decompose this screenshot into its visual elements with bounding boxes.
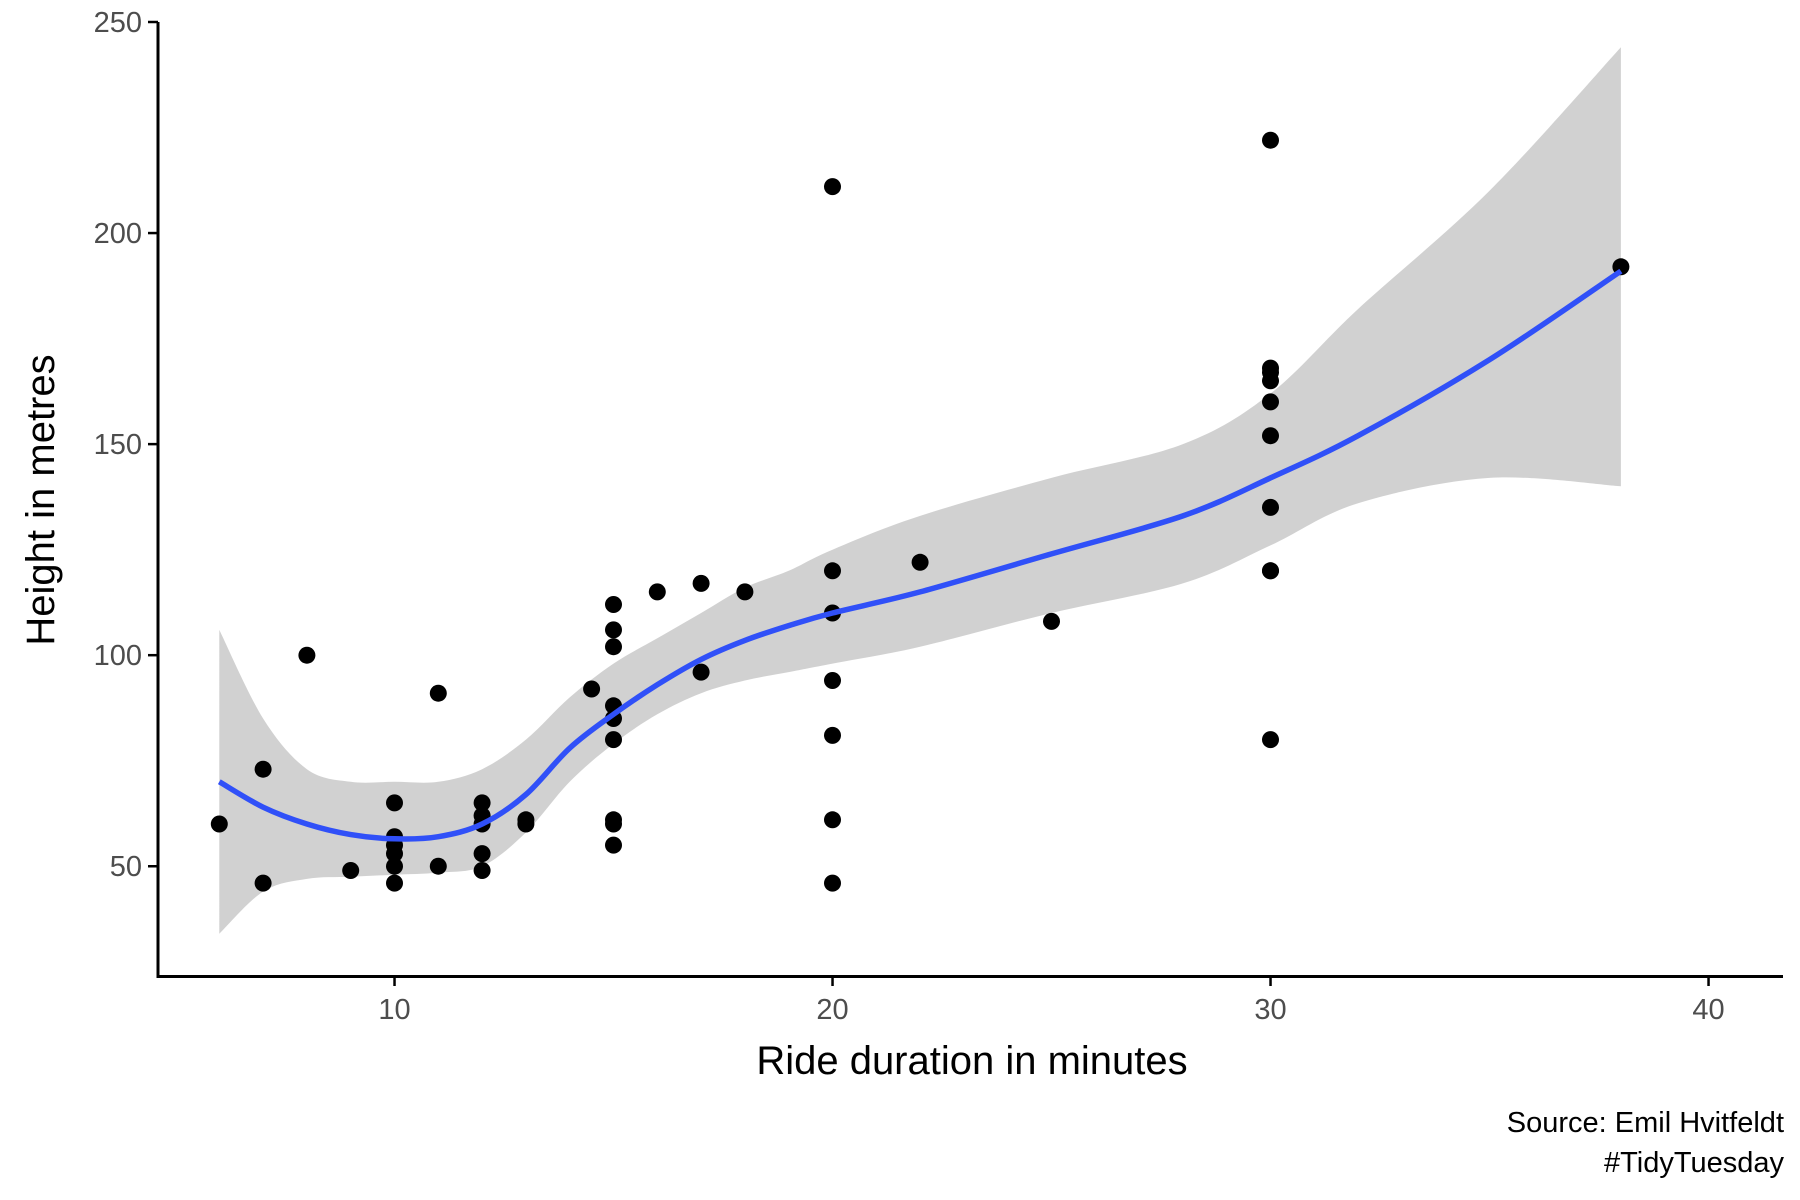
- data-point-42: [1043, 612, 1060, 630]
- y-tick-label-250: 250: [94, 7, 142, 39]
- data-points: [210, 131, 1630, 892]
- x-tick-label-20: 20: [816, 994, 848, 1026]
- data-point-28: [605, 815, 622, 833]
- data-point-41: [911, 553, 929, 571]
- smooth-trend-line: [217, 268, 1623, 842]
- data-point-12: [429, 857, 447, 875]
- x-tick-label-30: 30: [1254, 994, 1286, 1026]
- data-point-38: [824, 726, 841, 744]
- data-point-51: [1262, 562, 1279, 580]
- data-point-40: [824, 874, 841, 892]
- data-point-52: [1262, 731, 1279, 749]
- data-point-31: [692, 574, 710, 592]
- data-point-43: [1262, 131, 1279, 149]
- data-point-9: [386, 857, 403, 875]
- y-tick-label-200: 200: [94, 218, 142, 250]
- data-point-48: [1262, 427, 1279, 445]
- data-point-5: [386, 794, 403, 812]
- x-axis-ticks: 10 20 30 40: [378, 976, 1725, 1026]
- data-point-1: [254, 760, 272, 778]
- data-point-4: [342, 862, 360, 879]
- y-axis-title: Height in metres: [19, 354, 63, 645]
- data-point-0: [210, 815, 228, 833]
- x-axis-title: Ride duration in minutes: [756, 1039, 1187, 1083]
- data-point-32: [692, 663, 710, 681]
- data-point-49: [1262, 498, 1279, 516]
- data-point-21: [605, 596, 622, 613]
- data-point-23: [605, 638, 622, 656]
- confidence-band: [219, 47, 1621, 934]
- data-point-29: [605, 836, 622, 854]
- data-point-10: [386, 874, 403, 892]
- smooth-line: [217, 268, 1623, 842]
- y-tick-label-100: 100: [94, 640, 142, 672]
- data-point-46: [1262, 372, 1279, 390]
- data-point-19: [517, 815, 535, 833]
- confidence-band-area: [219, 47, 1621, 934]
- data-point-2: [254, 874, 272, 892]
- data-point-34: [824, 178, 841, 196]
- data-point-20: [583, 680, 601, 698]
- data-point-13: [473, 794, 491, 812]
- y-tick-label-150: 150: [94, 429, 142, 461]
- data-point-35: [824, 562, 841, 580]
- data-point-16: [473, 845, 491, 863]
- data-point-26: [605, 731, 622, 749]
- x-tick-label-40: 40: [1692, 994, 1724, 1026]
- data-point-39: [824, 811, 841, 829]
- x-tick-label-10: 10: [378, 994, 410, 1026]
- data-point-22: [605, 621, 622, 639]
- data-point-37: [824, 672, 841, 689]
- y-axis-ticks: 50 100 150 200 250: [94, 7, 158, 883]
- caption-hashtag: #TidyTuesday: [1604, 1147, 1784, 1179]
- data-point-11: [429, 684, 447, 702]
- data-point-17: [473, 862, 491, 879]
- data-point-47: [1262, 393, 1279, 411]
- data-point-8: [386, 845, 403, 863]
- caption-source: Source: Emil Hvitfeldt: [1507, 1107, 1784, 1139]
- data-point-30: [648, 583, 666, 601]
- data-point-33: [736, 583, 754, 601]
- y-tick-label-50: 50: [110, 851, 142, 883]
- data-point-3: [298, 646, 316, 664]
